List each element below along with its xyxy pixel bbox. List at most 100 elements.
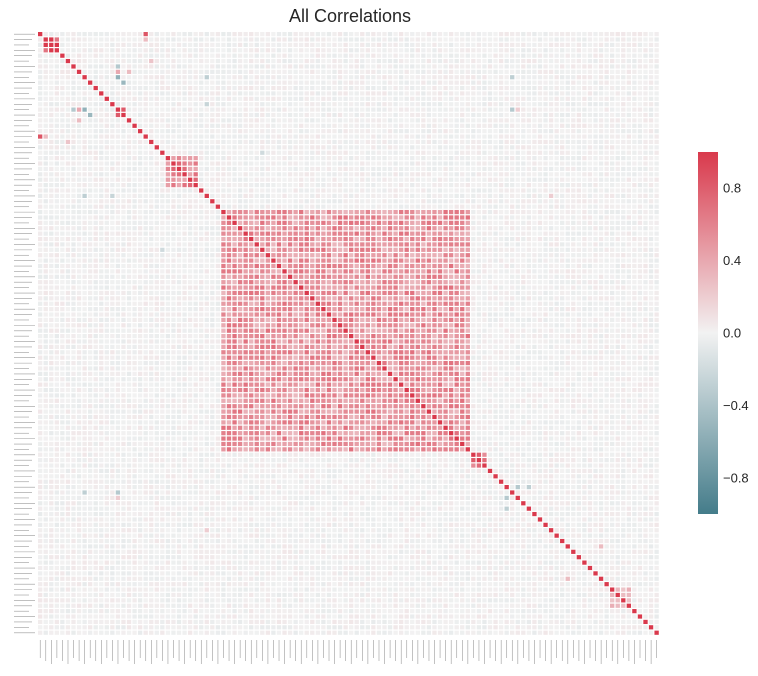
heatmap-cell bbox=[349, 188, 354, 193]
heatmap-cell bbox=[137, 69, 143, 74]
heatmap-cell bbox=[154, 231, 159, 236]
heatmap-cell bbox=[365, 123, 370, 128]
heatmap-cell bbox=[265, 129, 271, 134]
heatmap-cell bbox=[637, 145, 643, 150]
heatmap-cell bbox=[465, 53, 470, 58]
heatmap-cell bbox=[93, 139, 98, 145]
heatmap-cell bbox=[543, 204, 548, 209]
heatmap-cell bbox=[471, 102, 476, 107]
heatmap-cell bbox=[643, 32, 648, 37]
heatmap-cell bbox=[410, 209, 415, 215]
heatmap-cell bbox=[465, 42, 470, 47]
heatmap-cell bbox=[210, 69, 215, 74]
heatmap-cell bbox=[115, 112, 121, 118]
heatmap-cell bbox=[343, 75, 348, 80]
heatmap-cell bbox=[310, 209, 315, 215]
heatmap-cell bbox=[49, 204, 54, 209]
heatmap-cell bbox=[548, 102, 554, 107]
heatmap-cell bbox=[204, 91, 209, 96]
heatmap-cell bbox=[65, 253, 71, 258]
heatmap-cell bbox=[560, 258, 565, 263]
heatmap-cell bbox=[587, 139, 593, 145]
heatmap-cell bbox=[410, 161, 415, 166]
heatmap-cell bbox=[610, 91, 615, 96]
heatmap-cell bbox=[126, 80, 132, 85]
heatmap-cell bbox=[149, 204, 154, 209]
heatmap-cell bbox=[654, 96, 659, 101]
heatmap-cell bbox=[582, 226, 587, 231]
heatmap-cell bbox=[321, 145, 326, 150]
heatmap-cell bbox=[587, 242, 593, 247]
heatmap-cell bbox=[137, 177, 143, 182]
heatmap-cell bbox=[537, 177, 543, 182]
heatmap-cell bbox=[448, 172, 454, 177]
heatmap-cell bbox=[254, 107, 259, 112]
heatmap-cell bbox=[282, 236, 287, 242]
heatmap-cell bbox=[404, 183, 409, 188]
heatmap-cell bbox=[432, 253, 437, 258]
heatmap-cell bbox=[299, 48, 304, 53]
heatmap-cell bbox=[593, 96, 598, 101]
heatmap-cell bbox=[299, 75, 304, 80]
heatmap-cell bbox=[460, 80, 465, 85]
heatmap-cell bbox=[282, 32, 287, 37]
heatmap-cell bbox=[337, 32, 343, 37]
heatmap-cell bbox=[221, 123, 226, 128]
heatmap-cell bbox=[432, 231, 437, 236]
heatmap-cell bbox=[49, 226, 54, 231]
heatmap-cell bbox=[593, 226, 598, 231]
heatmap-cell bbox=[382, 177, 387, 182]
heatmap-cell bbox=[71, 231, 76, 236]
heatmap-cell bbox=[621, 172, 626, 177]
heatmap-cell bbox=[43, 236, 48, 242]
heatmap-cell bbox=[571, 102, 576, 107]
heatmap-cell bbox=[76, 172, 82, 177]
heatmap-cell bbox=[465, 96, 470, 101]
heatmap-cell bbox=[382, 172, 387, 177]
heatmap-cell bbox=[632, 242, 637, 247]
heatmap-cell bbox=[293, 64, 298, 69]
heatmap-cell bbox=[43, 253, 48, 258]
heatmap-cell bbox=[487, 69, 493, 74]
heatmap-cell bbox=[54, 48, 59, 53]
heatmap-cell bbox=[615, 199, 620, 204]
heatmap-cell bbox=[493, 226, 498, 231]
heatmap-cell bbox=[537, 242, 543, 247]
heatmap-cell bbox=[621, 53, 626, 58]
heatmap-cell bbox=[626, 193, 632, 198]
heatmap-cell bbox=[365, 258, 370, 263]
heatmap-cell bbox=[610, 177, 615, 182]
heatmap-cell bbox=[121, 80, 126, 85]
heatmap-cell bbox=[104, 156, 109, 161]
heatmap-cell bbox=[565, 53, 570, 58]
heatmap-cell bbox=[99, 37, 104, 42]
heatmap-cell bbox=[315, 145, 321, 150]
heatmap-cell bbox=[237, 247, 243, 252]
heatmap-cell bbox=[110, 226, 115, 231]
heatmap-cell bbox=[160, 91, 165, 96]
heatmap-cell bbox=[626, 96, 632, 101]
heatmap-cell bbox=[193, 263, 198, 269]
heatmap-cell bbox=[398, 69, 404, 74]
heatmap-cell bbox=[504, 156, 509, 161]
heatmap-cell bbox=[38, 226, 43, 231]
heatmap-cell bbox=[560, 193, 565, 198]
heatmap-cell bbox=[249, 215, 254, 220]
heatmap-cell bbox=[626, 188, 632, 193]
heatmap-cell bbox=[421, 102, 426, 107]
heatmap-cell bbox=[82, 242, 87, 247]
heatmap-cell bbox=[615, 139, 620, 145]
heatmap-cell bbox=[337, 236, 343, 242]
heatmap-cell bbox=[476, 96, 482, 101]
heatmap-cell bbox=[126, 32, 132, 37]
heatmap-cell bbox=[299, 199, 304, 204]
heatmap-cell bbox=[71, 242, 76, 247]
heatmap-cell bbox=[471, 53, 476, 58]
heatmap-cell bbox=[498, 209, 504, 215]
heatmap-cell bbox=[276, 156, 282, 161]
heatmap-cell bbox=[165, 236, 171, 242]
heatmap-cell bbox=[626, 58, 632, 64]
heatmap-cell bbox=[82, 215, 87, 220]
heatmap-cell bbox=[621, 96, 626, 101]
heatmap-cell bbox=[432, 236, 437, 242]
